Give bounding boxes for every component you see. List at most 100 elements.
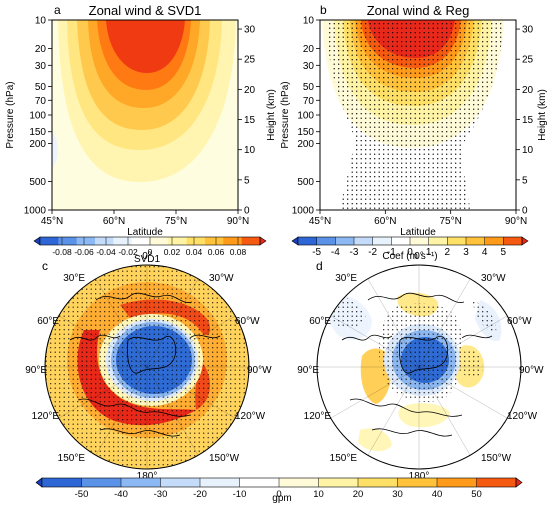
- height-tick-label: 10: [244, 145, 256, 156]
- colorbar-tick-label: 2: [445, 247, 451, 258]
- colorbar-swatch: [121, 478, 161, 487]
- panel-b-y2label: Height (km): [537, 89, 548, 141]
- colorbar-tick-label: 0.06: [208, 247, 225, 257]
- colorbar-swatch: [95, 237, 114, 245]
- panel-b-letter: b: [320, 3, 327, 17]
- longitude-label: 120°E: [32, 411, 60, 422]
- longitude-label: 60°W: [235, 316, 260, 327]
- longitude-label: 30°W: [209, 273, 234, 284]
- longitude-label: 60°E: [309, 316, 331, 327]
- colorbar-swatch: [447, 237, 467, 245]
- longitude-label: 30°W: [481, 273, 506, 284]
- colorbar-tick-label: -3: [350, 247, 359, 258]
- latitude-tick-label: 60°N: [374, 216, 396, 227]
- colorbar-swatch: [239, 478, 280, 487]
- colorbar-swatch: [168, 237, 187, 245]
- colorbar-swatch: [40, 237, 59, 245]
- panel-a-latitude-axis: 45°N 60°N 75°N 90°N: [41, 210, 249, 227]
- latitude-tick-label: 90°N: [227, 216, 249, 227]
- longitude-label: 120°W: [507, 411, 538, 422]
- colorbar-tick-label: -0.08: [52, 247, 72, 257]
- colorbar-swatch: [335, 237, 355, 245]
- colorbar-swatch: [397, 478, 438, 487]
- panel-c-frame: [44, 264, 250, 470]
- colorbar-tick-label: -40: [114, 489, 128, 500]
- longitude-label: 180°: [409, 471, 430, 482]
- colorbar-swatch: [81, 478, 122, 487]
- longitude-label: 0°: [142, 251, 152, 262]
- colorbar-tick-label: -10: [233, 489, 247, 500]
- panel-d-frame: [316, 264, 522, 470]
- panel-d-meridians: [317, 265, 521, 469]
- colorbar-swatch: [58, 237, 77, 245]
- colorbar-tick-label: 30: [392, 489, 403, 500]
- height-tick-label: 15: [522, 115, 534, 126]
- colorbar-tick-label: 4: [482, 247, 488, 258]
- colorbar-swatch: [113, 237, 132, 245]
- panel-c-letter: c: [42, 259, 48, 273]
- colorbar-tick-label: 1: [426, 247, 432, 258]
- colorbar-tick-label: 5: [501, 247, 507, 258]
- longitude-label: 60°W: [507, 316, 532, 327]
- pressure-tick-label: 100: [297, 111, 314, 122]
- height-tick-label: 30: [522, 25, 534, 36]
- colorbar-extend-low: [35, 477, 43, 488]
- longitude-label: 90°E: [297, 365, 319, 376]
- colorbar-tick-label: -0.02: [118, 247, 138, 257]
- colorbar-swatch: [279, 478, 319, 487]
- panel-a-y2label: Height (km): [266, 89, 277, 141]
- panel-d-letter: d: [316, 259, 323, 273]
- panel-c: c SVD1 0° 30°E 30°W 60°E 60°W 90°E 90°W 120°E 12…: [25, 251, 272, 482]
- longitude-label: 150°E: [330, 453, 358, 464]
- colorbar-swatch: [428, 237, 448, 245]
- height-tick-label: 25: [244, 55, 256, 66]
- colorbar-swatch: [466, 237, 485, 245]
- panel-d-longitude-labels: 0° 30°E 30°W 60°E 60°W 90°E 90°W 120°E 120°W 150°…: [297, 251, 544, 482]
- colorbar-tick-label: -20: [193, 489, 207, 500]
- panel-a-title: Zonal wind & SVD1: [89, 3, 202, 18]
- pressure-tick-label: 200: [29, 139, 46, 150]
- height-tick-label: 10: [522, 145, 534, 156]
- height-tick-label: 25: [522, 55, 534, 66]
- colorbar-swatch: [476, 478, 517, 487]
- panel-a-weak-negative: [52, 132, 58, 168]
- pressure-tick-label: 50: [35, 82, 47, 93]
- longitude-label: 90°W: [519, 365, 544, 376]
- pressure-tick-label: 10: [35, 16, 47, 27]
- colorbar-tick-label: -50: [75, 489, 89, 500]
- colorbar-swatch: [131, 237, 151, 245]
- colorbar-swatch: [76, 237, 96, 245]
- colorbar-tick-label: 0: [276, 489, 281, 500]
- colorbar-tick-label: 50: [471, 489, 482, 500]
- colorbar-tick-label: 0.04: [186, 247, 203, 257]
- height-tick-label: 0: [522, 206, 528, 217]
- panel-b-title: Zonal wind & Reg: [367, 3, 470, 18]
- longitude-label: 150°E: [58, 453, 86, 464]
- colorbar-tick-label: -5: [312, 247, 321, 258]
- pressure-tick-label: 20: [35, 44, 47, 55]
- colorbar-swatch: [318, 478, 359, 487]
- panel-c-title: SVD1: [134, 254, 161, 265]
- colorbar-coef-label: Coef (m s⁻¹): [382, 251, 437, 262]
- longitude-label: 150°W: [209, 453, 240, 464]
- panel-d-pos-far: [358, 428, 392, 452]
- colorbar-swatch: [223, 237, 242, 245]
- colorbar-swatch: [42, 478, 82, 487]
- colorbar-swatch: [391, 237, 411, 245]
- pressure-tick-label: 1000: [292, 206, 315, 217]
- colorbar-extend-high: [521, 236, 529, 246]
- pressure-tick-label: 150: [29, 127, 46, 138]
- panel-a-xlabel: Latitude: [127, 227, 163, 238]
- colorbar-gpm: -50 -40 -30 -20 -10 0 10 20 30 40 50: [35, 477, 523, 500]
- pressure-tick-label: 150: [297, 127, 314, 138]
- longitude-label: 30°E: [335, 273, 357, 284]
- latitude-tick-label: 90°N: [505, 216, 527, 227]
- colorbar-swatch: [200, 478, 240, 487]
- panel-d-coastlines: [341, 292, 493, 437]
- colorbar-tick-label: 0: [148, 247, 153, 257]
- height-tick-label: 20: [522, 85, 534, 96]
- colorbar-extend-high: [259, 236, 267, 246]
